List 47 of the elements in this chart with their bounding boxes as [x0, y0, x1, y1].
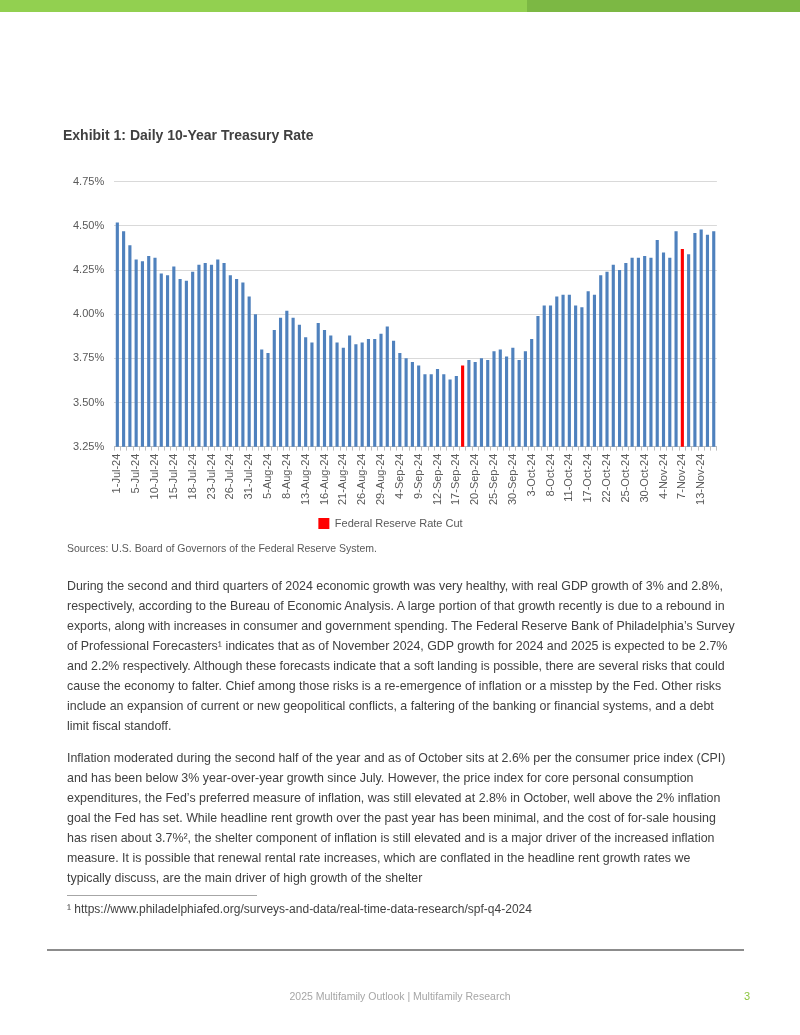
x-tick-label: 16-Aug-24	[317, 453, 330, 506]
x-tick-label: 29-Aug-24	[374, 453, 387, 506]
x-tick-label: 17-Oct-24	[581, 453, 594, 503]
x-tick-label: 4-Sep-24	[392, 453, 405, 499]
y-tick-label: 3.25%	[72, 439, 105, 452]
x-tick-label: 13-Aug-24	[298, 453, 311, 506]
y-tick-label: 3.75%	[72, 351, 105, 364]
x-tick-label: 23-Jul-24	[204, 453, 217, 500]
x-tick-label: 26-Jul-24	[223, 453, 236, 500]
y-tick-label: 4.50%	[72, 218, 105, 231]
chart-title: Exhibit 1: Daily 10-Year Treasury Rate	[63, 127, 314, 144]
x-tick-label: 5-Aug-24	[261, 453, 274, 499]
x-tick-label: 30-Sep-24	[505, 453, 518, 506]
y-tick-label: 4.00%	[72, 307, 105, 320]
text: During the second and third quarters of 2024 economic growth was very healthy, with real GDP growth of 3% and 2.8%, respectively, according to the Bureau of Economic Analysis. A large portion of that growth recently is due to a rebound in exports, along with increases in consumer and government spending. The Federal Reserve Bank of Philadelphia’s Survey of Professional Forecasters¹ indicates that as of November 2024, GDP growth for 2024 and 2025 is expected to be 2.7% and 2.2% respectively. Although these forecasts indicate that a soft landing is possible, there are several risks that could cause the economy to falter. Chief among those risks is a re-emergence of inflation or a misstep by the Fed. Other risks include an expansion of current or new geopolitical conflicts, a faltering of the banking or financial systems, and a debt limit fiscal standoff.	[67, 578, 735, 735]
x-tick-label: 26-Aug-24	[355, 453, 368, 506]
x-tick-label: 5-Jul-24	[129, 453, 142, 494]
text: Inflation moderated during the second half of the year and as of October sits at 2.6% per the consumer price index (CPI) and has been below 3% year-over-year growth since July. However, the price index for core personal consumption expenditures, the Fed’s preferred measure of inflation, was still elevated at 2.8% in October, well above the 2% inflation goal the Fed has set. While headline rent growth over the past year has been minimal, and the cost of for-sale housing has risen about 3.7%², the shelter component of inflation is still elevated and is a major driver of the increased inflation measure. It is possible that renewal rental rate increases, which are conflated in the headline rent growth rates we typically discuss, are the main driver of high growth of the shelter	[67, 750, 727, 887]
x-tick-label: 20-Sep-24	[468, 453, 481, 506]
legend-label: Federal Reserve Rate Cut	[334, 516, 463, 529]
y-tick-label: 4.25%	[72, 263, 105, 276]
source-note: Sources: U.S. Board of Governors of the Federal Reserve System.	[67, 542, 378, 554]
x-tick-label: 22-Oct-24	[600, 453, 613, 503]
x-tick-label: 31-Jul-24	[242, 453, 255, 500]
text: ¹ https://www.philadelphiafed.org/surveys-and-data/real-time-data-research/spf-q4-2024	[67, 902, 533, 916]
x-tick-label: 12-Sep-24	[430, 453, 443, 506]
x-tick-label: 25-Sep-24	[487, 453, 500, 506]
text: 3	[742, 990, 750, 1002]
x-tick-label: 8-Oct-24	[543, 453, 556, 497]
x-tick-label: 17-Sep-24	[449, 453, 462, 506]
x-tick-label: 15-Jul-24	[166, 453, 179, 500]
x-tick-label: 30-Oct-24	[637, 453, 650, 503]
y-tick-label: 4.75%	[72, 174, 105, 187]
x-tick-label: 9-Sep-24	[411, 453, 424, 499]
x-tick-label: 1-Jul-24	[110, 453, 123, 494]
x-tick-label: 10-Jul-24	[148, 453, 161, 500]
x-tick-label: 25-Oct-24	[618, 453, 631, 503]
x-tick-label: 8-Aug-24	[279, 453, 292, 499]
text: 2025 Multifamily Outlook | Multifamily Research	[289, 990, 511, 1002]
x-tick-label: 13-Nov-24	[694, 453, 707, 505]
x-tick-label: 7-Nov-24	[675, 453, 688, 499]
x-tick-label: 21-Aug-24	[336, 453, 349, 506]
x-tick-label: 11-Oct-24	[562, 453, 575, 502]
x-tick-label: 3-Oct-24	[524, 453, 537, 497]
x-tick-label: 18-Jul-24	[185, 453, 198, 500]
x-tick-label: 4-Nov-24	[656, 453, 669, 499]
y-tick-label: 3.50%	[72, 395, 105, 408]
